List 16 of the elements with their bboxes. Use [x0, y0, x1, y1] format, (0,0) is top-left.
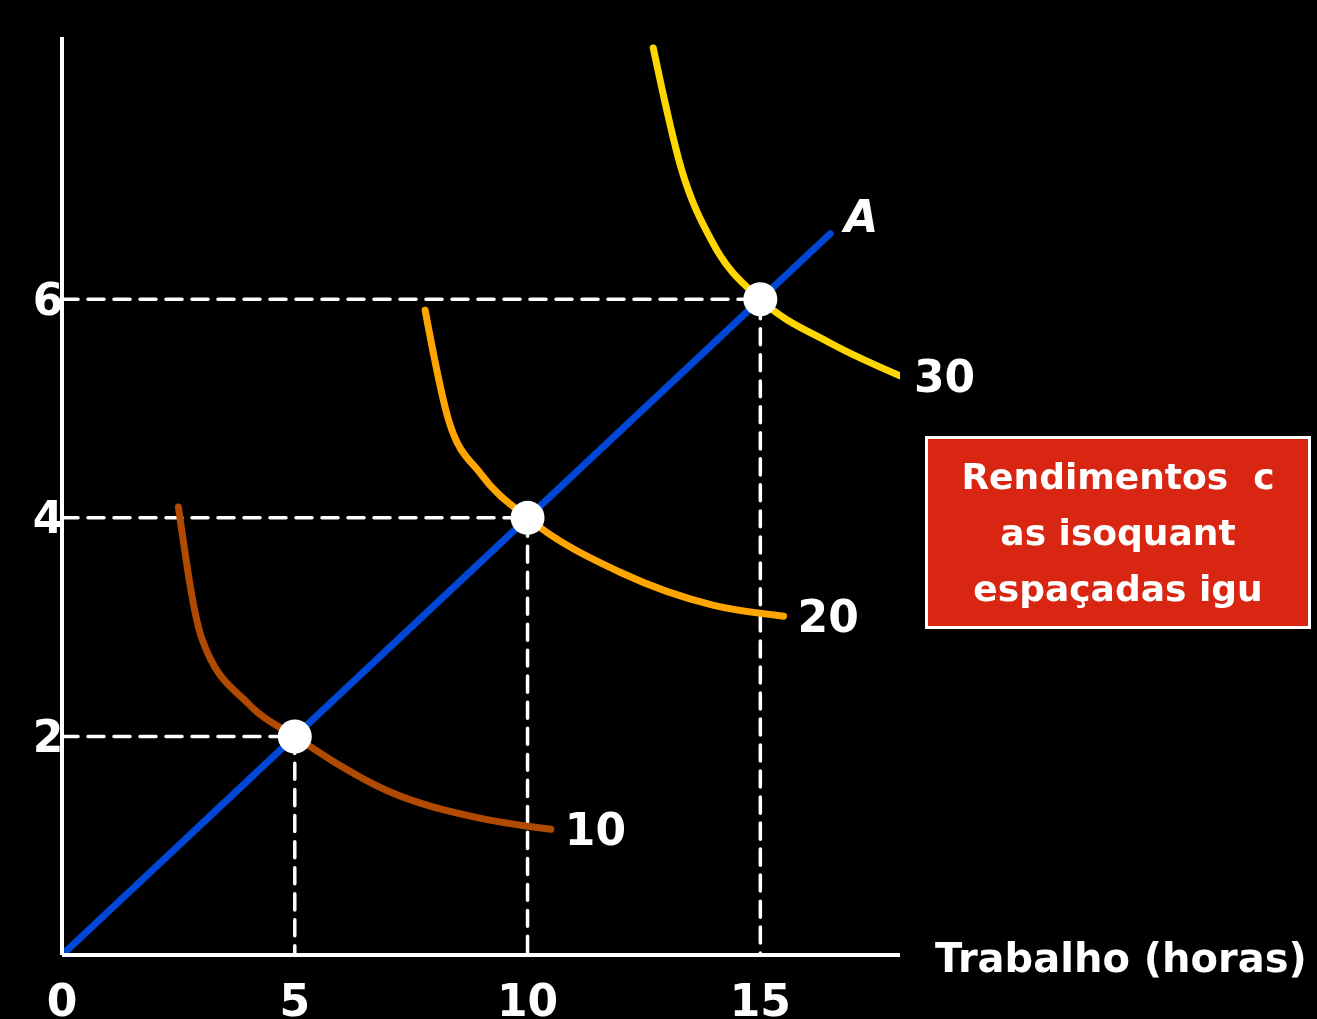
x-axis-title: Trabalho (horas)	[935, 935, 1307, 981]
x-tick-label: 15	[729, 975, 791, 1019]
y-tick-label: 6	[32, 273, 64, 325]
x-tick-label: 5	[279, 975, 311, 1019]
point	[277, 719, 312, 754]
series-label: 10	[564, 804, 627, 856]
y-tick-label: 4	[32, 492, 64, 544]
point	[510, 500, 545, 535]
series-label: 20	[797, 591, 859, 643]
point	[743, 282, 778, 317]
x-tick-label: 0	[46, 975, 78, 1019]
series-label: A	[841, 190, 879, 242]
y-tick-label: 2	[32, 711, 64, 763]
x-tick-label: 10	[496, 975, 559, 1019]
text: Rendimentos c as isoquant espaçadas igu	[925, 436, 1311, 630]
series-label: 30	[914, 350, 976, 402]
